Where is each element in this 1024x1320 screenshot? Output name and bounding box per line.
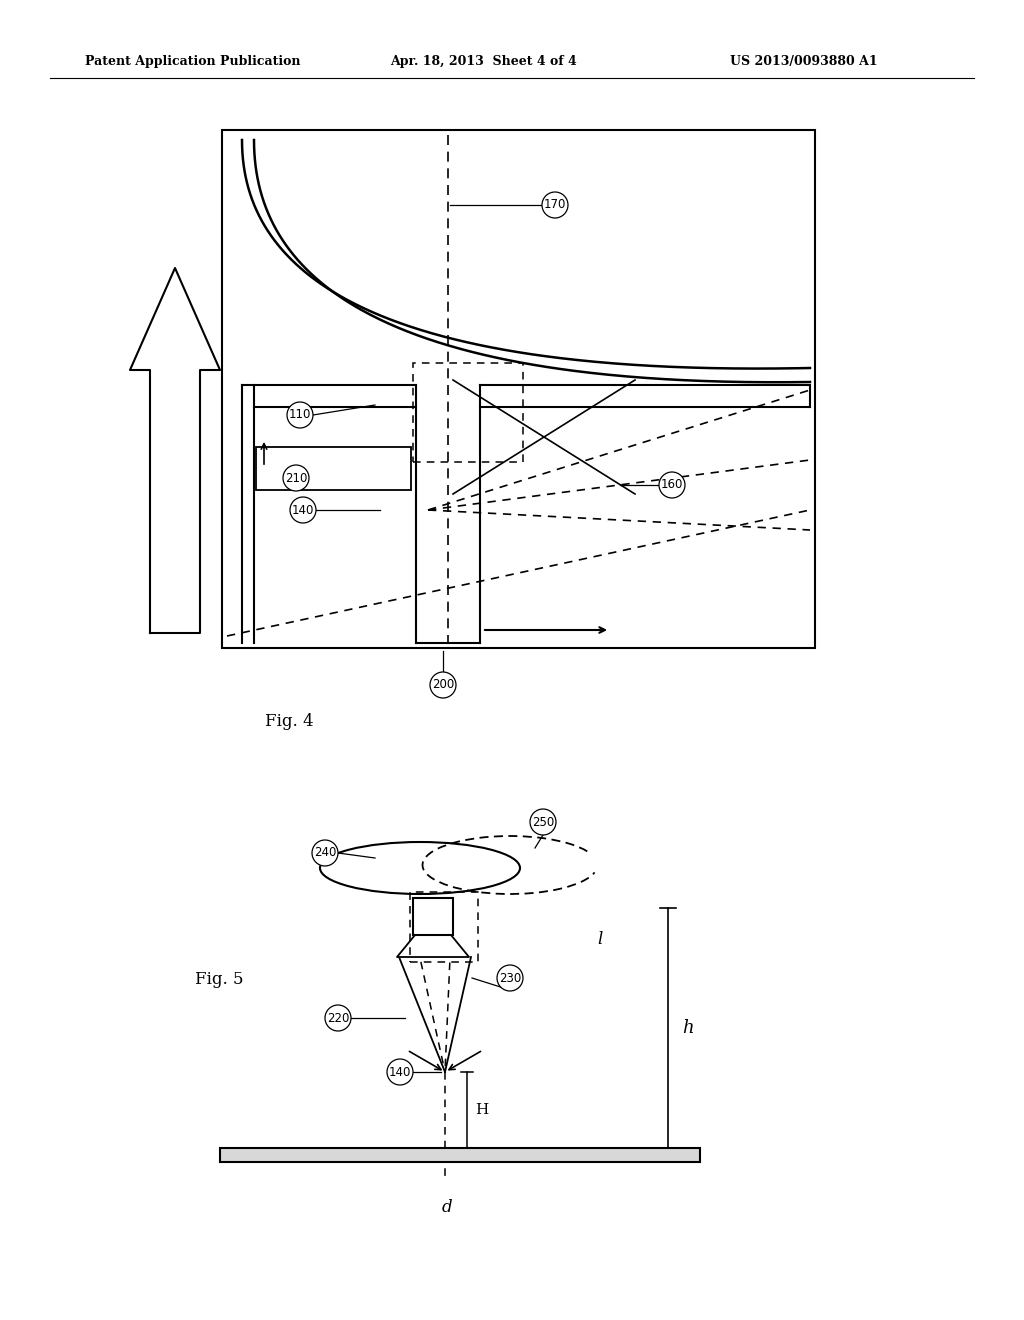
Circle shape — [325, 1005, 351, 1031]
Circle shape — [387, 1059, 413, 1085]
Bar — [413, 898, 453, 935]
Circle shape — [287, 403, 313, 428]
Text: 170: 170 — [544, 198, 566, 211]
Text: 160: 160 — [660, 479, 683, 491]
Bar — [413, 363, 523, 462]
Text: Fig. 5: Fig. 5 — [195, 972, 244, 989]
Text: h: h — [682, 1019, 693, 1038]
Text: 250: 250 — [531, 816, 554, 829]
Bar — [410, 892, 478, 962]
Circle shape — [290, 498, 316, 523]
Text: 240: 240 — [313, 846, 336, 859]
Circle shape — [312, 840, 338, 866]
Circle shape — [542, 191, 568, 218]
Text: d: d — [441, 1199, 453, 1216]
Text: 230: 230 — [499, 972, 521, 985]
Text: H: H — [475, 1104, 488, 1117]
Text: 140: 140 — [389, 1065, 412, 1078]
Polygon shape — [130, 268, 220, 634]
Text: 200: 200 — [432, 678, 454, 692]
Circle shape — [430, 672, 456, 698]
Bar — [220, 1148, 700, 1162]
Text: Patent Application Publication: Patent Application Publication — [85, 55, 300, 69]
Bar — [256, 447, 411, 490]
Text: l: l — [597, 932, 602, 949]
Text: 140: 140 — [292, 503, 314, 516]
Text: Fig. 4: Fig. 4 — [265, 714, 313, 730]
Circle shape — [283, 465, 309, 491]
Circle shape — [659, 473, 685, 498]
Polygon shape — [397, 935, 469, 957]
Text: 110: 110 — [289, 408, 311, 421]
Circle shape — [530, 809, 556, 836]
Text: US 2013/0093880 A1: US 2013/0093880 A1 — [730, 55, 878, 69]
Text: 220: 220 — [327, 1011, 349, 1024]
Circle shape — [497, 965, 523, 991]
Bar — [222, 129, 815, 648]
Text: Apr. 18, 2013  Sheet 4 of 4: Apr. 18, 2013 Sheet 4 of 4 — [390, 55, 577, 69]
Text: 210: 210 — [285, 471, 307, 484]
